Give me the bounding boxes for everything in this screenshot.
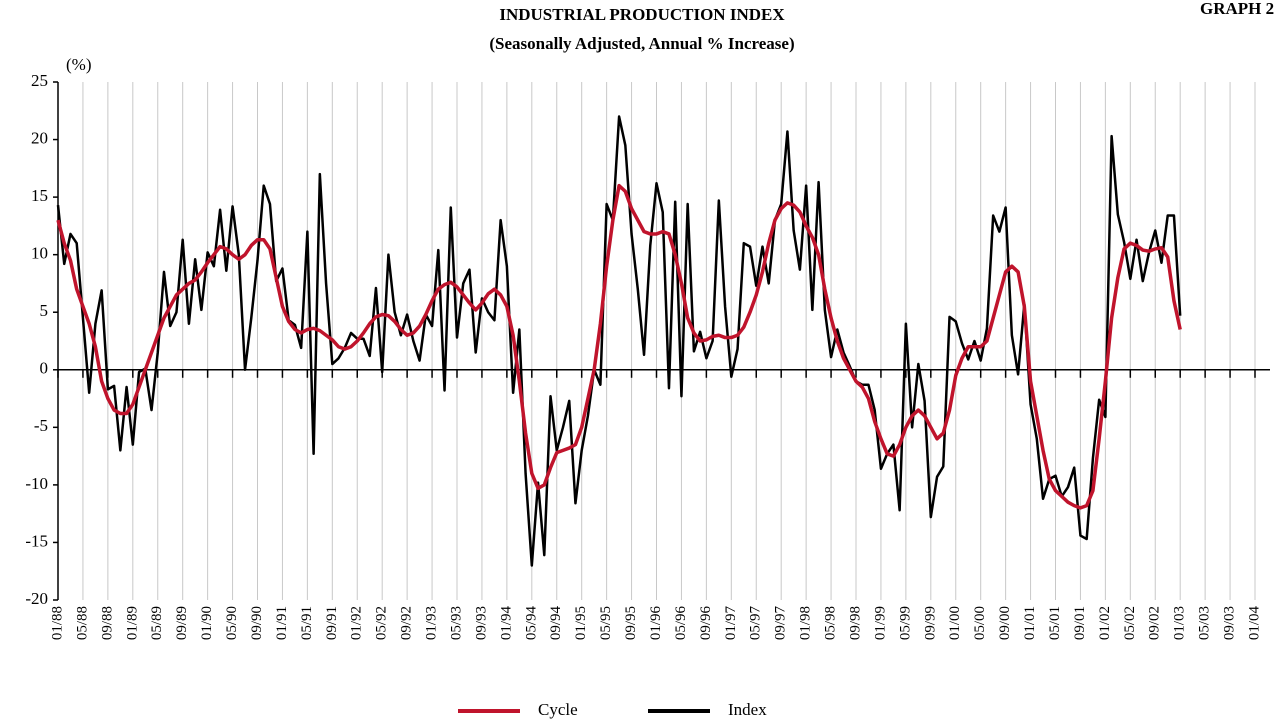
y-tick-label: 10: [31, 244, 48, 263]
x-tick-label: 09/00: [997, 606, 1013, 640]
x-tick-label: 09/97: [773, 606, 789, 641]
x-tick-label: 05/88: [74, 606, 90, 640]
legend-label: Index: [728, 700, 767, 719]
x-tick-label: 05/91: [299, 606, 315, 640]
x-tick-label: 09/95: [623, 606, 639, 640]
x-tick-label: 09/93: [473, 606, 489, 640]
x-tick-label: 01/94: [498, 606, 514, 641]
y-tick-label: -5: [34, 416, 48, 435]
x-tick-label: 01/91: [274, 606, 290, 640]
y-tick-label: 25: [31, 71, 48, 90]
x-tick-label: 05/95: [598, 606, 614, 640]
x-tick-label: 01/88: [49, 606, 65, 640]
y-tick-label: 5: [40, 301, 49, 320]
x-tick-label: 05/01: [1047, 606, 1063, 640]
x-tick-label: 09/02: [1147, 606, 1163, 640]
x-tick-label: 05/96: [673, 606, 689, 641]
x-tick-label: 01/96: [648, 606, 664, 641]
x-tick-label: 05/98: [823, 606, 839, 640]
x-tick-label: 01/03: [1172, 606, 1188, 640]
x-tick-label: 01/93: [424, 606, 440, 640]
chart-title: INDUSTRIAL PRODUCTION INDEX: [499, 5, 785, 24]
x-tick-label: 09/92: [399, 606, 415, 640]
y-axis-label: (%): [66, 55, 91, 74]
x-tick-label: 09/03: [1222, 606, 1238, 640]
series-line: [56, 183, 1182, 510]
x-tick-label: 05/97: [748, 606, 764, 641]
x-tick-label: 09/94: [548, 606, 564, 641]
y-tick-label: -20: [25, 589, 48, 608]
y-tick-label: 20: [31, 128, 48, 147]
series-line: [56, 115, 1182, 567]
y-tick-label: 15: [31, 186, 48, 205]
x-tick-label: 01/97: [723, 606, 739, 641]
x-tick-label: 01/89: [124, 606, 140, 640]
y-tick-label: -15: [25, 531, 48, 550]
legend-label: Cycle: [538, 700, 578, 719]
x-tick-label: 09/90: [249, 606, 265, 640]
x-tick-label: 05/90: [224, 606, 240, 640]
x-tick-label: 09/89: [174, 606, 190, 640]
x-tick-label: 05/02: [1122, 606, 1138, 640]
x-tick-label: 09/96: [698, 606, 714, 641]
x-tick-label: 01/01: [1022, 606, 1038, 640]
x-tick-label: 09/88: [99, 606, 115, 640]
x-tick-label: 09/01: [1072, 606, 1088, 640]
x-tick-label: 09/98: [847, 606, 863, 640]
x-tick-label: 05/93: [448, 606, 464, 640]
x-tick-label: 01/90: [199, 606, 215, 640]
graph-label: GRAPH 2: [1200, 0, 1274, 18]
x-tick-label: 05/99: [897, 606, 913, 640]
x-tick-label: 09/99: [922, 606, 938, 640]
x-tick-label: 05/00: [972, 606, 988, 640]
x-tick-label: 01/92: [349, 606, 365, 640]
x-tick-label: 01/02: [1097, 606, 1113, 640]
x-tick-label: 01/00: [947, 606, 963, 640]
y-tick-label: -10: [25, 474, 48, 493]
chart-subtitle: (Seasonally Adjusted, Annual % Increase): [489, 34, 794, 53]
x-tick-label: 05/94: [523, 606, 539, 641]
x-tick-label: 05/92: [374, 606, 390, 640]
x-tick-label: 01/99: [872, 606, 888, 640]
x-tick-label: 01/04: [1246, 606, 1262, 641]
x-tick-label: 05/89: [149, 606, 165, 640]
x-tick-label: 01/95: [573, 606, 589, 640]
x-tick-label: 09/91: [324, 606, 340, 640]
y-tick-label: 0: [40, 359, 49, 378]
x-tick-label: 05/03: [1197, 606, 1213, 640]
x-tick-label: 01/98: [798, 606, 814, 640]
